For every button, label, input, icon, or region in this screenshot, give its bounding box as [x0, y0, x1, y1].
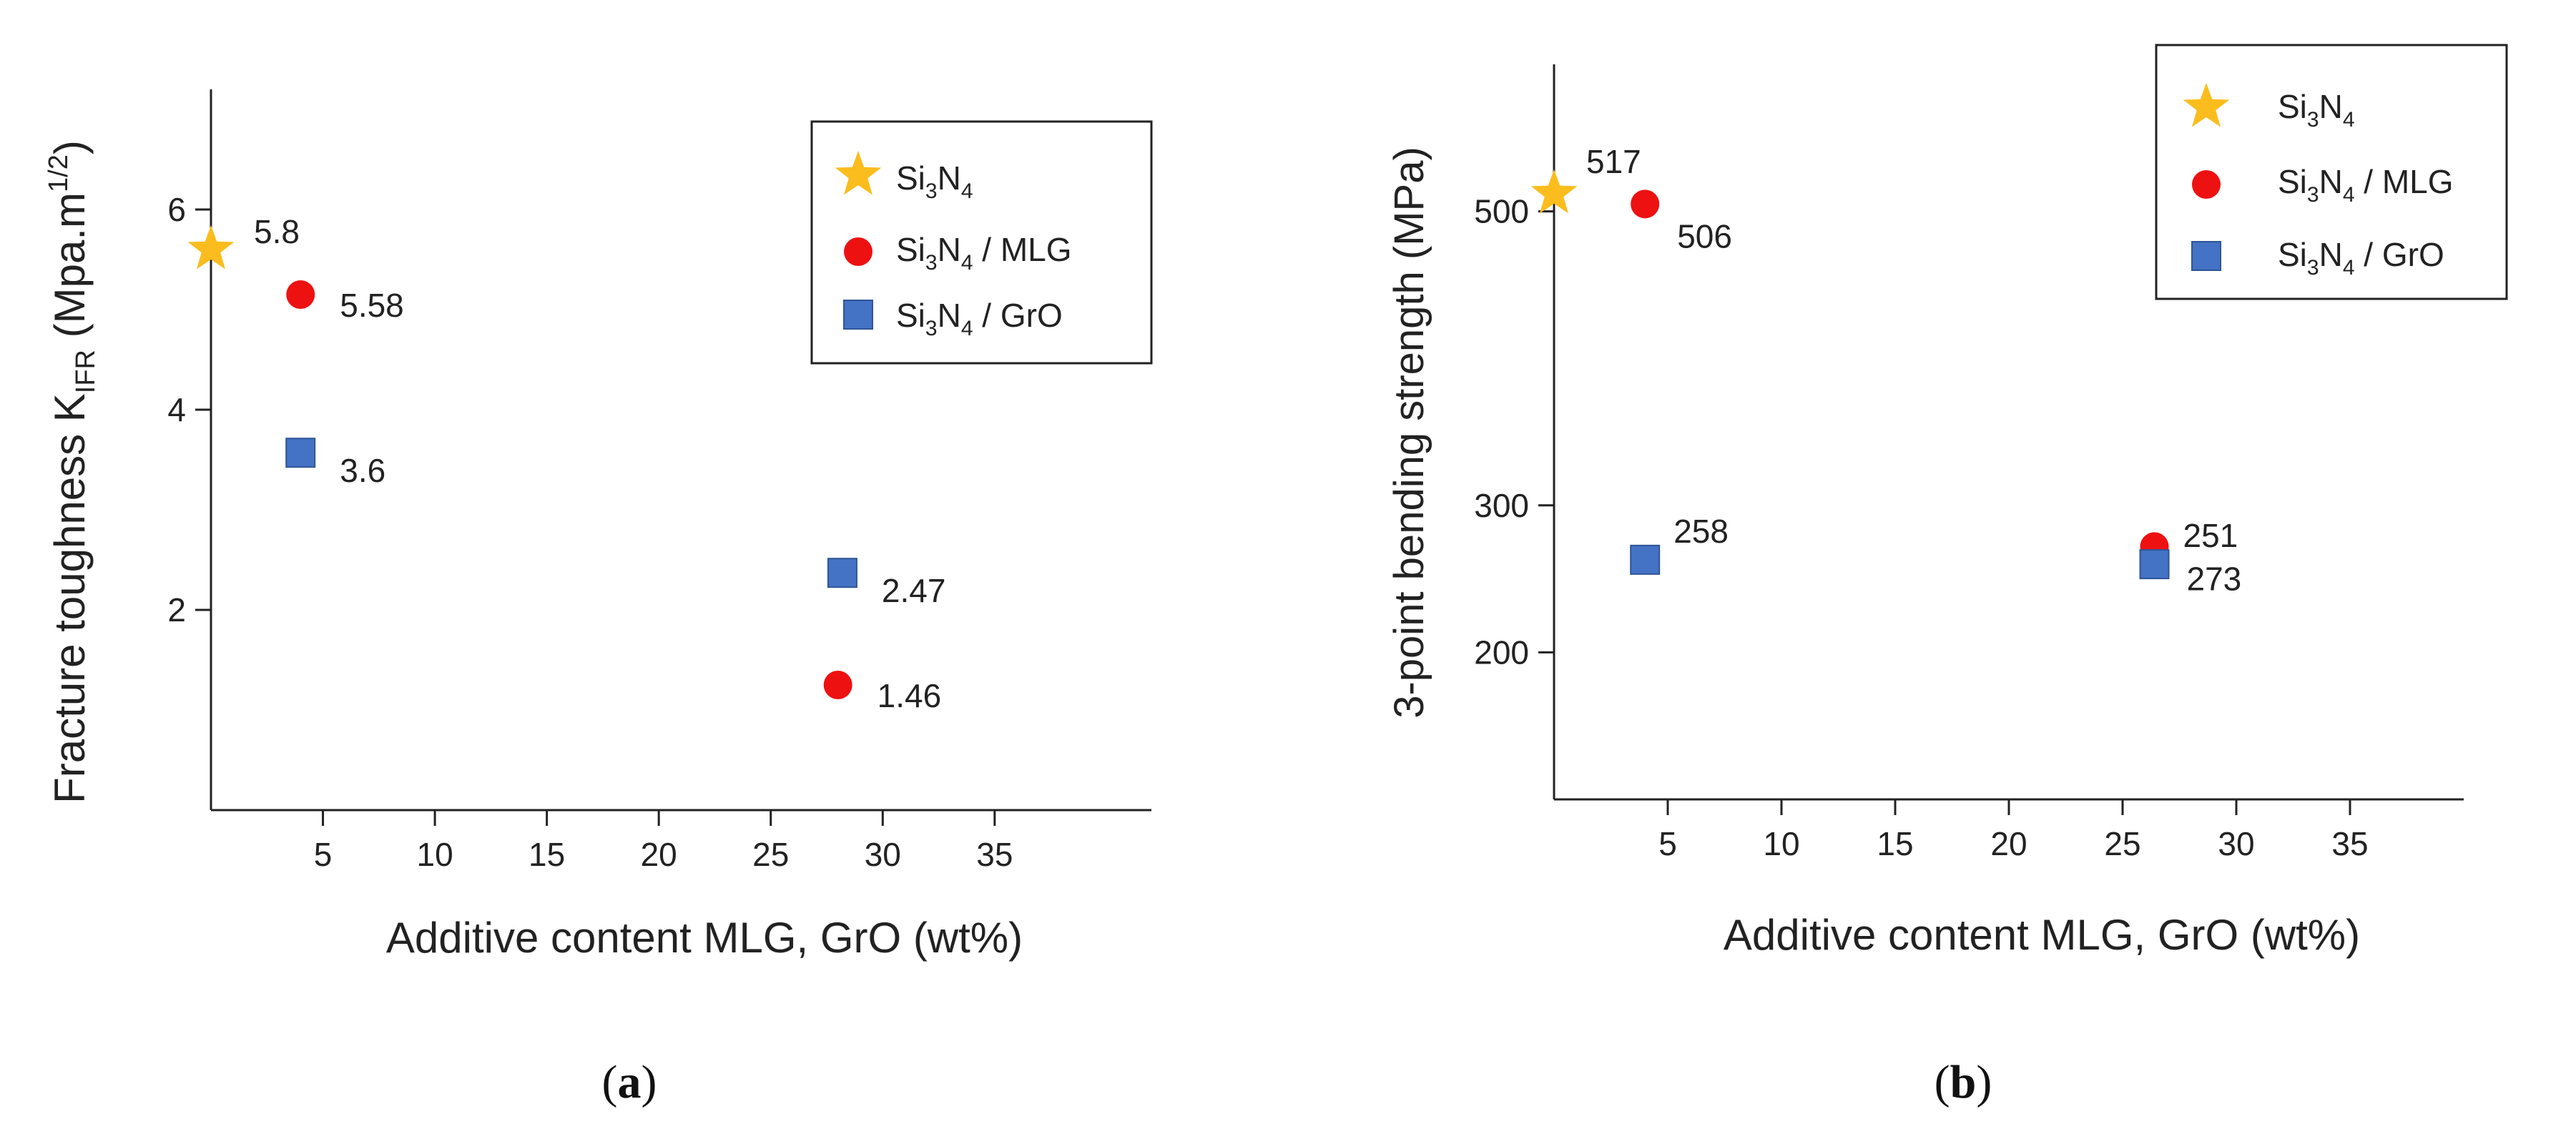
data-point-square — [827, 558, 857, 588]
chart-marks-a: 5.8 5.58 1.46 3.6 2.47 — [187, 213, 946, 714]
caption-b: (b) — [1935, 1056, 1992, 1108]
data-point-star — [187, 225, 235, 270]
x-axis-title-a: Additive content MLG, GrO (wt%) — [386, 914, 1023, 962]
x-tick-label: 15 — [529, 836, 565, 873]
data-label: 2.47 — [882, 572, 946, 609]
y-tick-label: 300 — [1474, 487, 1529, 524]
x-tick-label: 20 — [1990, 825, 2027, 862]
data-label: 251 — [2183, 517, 2238, 554]
y-tick-label: 200 — [1474, 633, 1529, 671]
legend-star-icon — [835, 151, 882, 195]
caption-a: (a) — [602, 1056, 657, 1108]
x-tick-label: 25 — [2104, 825, 2140, 862]
x-tick-label: 35 — [2331, 825, 2368, 862]
x-tick-label: 15 — [1877, 825, 1913, 862]
data-point-star — [1530, 169, 1578, 214]
x-tick-label: 10 — [417, 836, 453, 873]
legend-a: Si3N4 Si3N4 / MLG Si3N4 / GrO — [810, 120, 1153, 365]
x-tick-label: 5 — [314, 836, 333, 873]
legend-label-gro: Si3N4 / GrO — [2278, 236, 2444, 280]
y-axis-title-b: 3-point bending strength (MPa) — [1386, 147, 1432, 719]
x-tick-label: 35 — [976, 836, 1013, 873]
legend-label-gro: Si3N4 / GrO — [896, 297, 1063, 340]
data-label: 3.6 — [340, 452, 385, 489]
legend-label-si3n4: Si3N4 — [896, 159, 973, 203]
legend-label-si3n4: Si3N4 — [2278, 88, 2355, 132]
y-ticks-b: 200 300 500 — [1474, 193, 1554, 671]
legend-square-icon — [2191, 241, 2221, 271]
chart-panel-a: 5 10 15 20 25 30 35 2 4 6 5.8 5.58 1.46 3.6 2.47 Add… — [44, 89, 1153, 1108]
data-point-circle — [286, 280, 315, 309]
legend-label-mlg: Si3N4 / MLG — [896, 231, 1072, 275]
legend-b: Si3N4 Si3N4 / MLG Si3N4 / GrO — [2155, 44, 2508, 300]
y-tick-label: 2 — [167, 591, 186, 628]
x-axis-title-b: Additive content MLG, GrO (wt%) — [1724, 911, 2360, 959]
data-label: 273 — [2187, 560, 2242, 597]
data-label: 5.58 — [340, 287, 404, 324]
x-tick-label: 5 — [1658, 825, 1677, 862]
legend-star-icon — [2183, 83, 2230, 127]
x-tick-label: 30 — [2218, 825, 2254, 862]
data-point-square — [285, 438, 316, 468]
x-tick-label: 30 — [865, 836, 901, 873]
data-label: 517 — [1586, 143, 1641, 180]
data-label: 5.8 — [254, 213, 300, 250]
legend-square-icon — [843, 300, 873, 330]
data-label: 506 — [1677, 217, 1732, 255]
data-point-circle — [1631, 189, 1660, 219]
y-tick-label: 500 — [1474, 193, 1529, 230]
x-ticks-a: 5 10 15 20 25 30 35 — [314, 810, 1013, 873]
legend-circle-icon — [844, 237, 872, 266]
y-ticks-a: 2 4 6 — [167, 191, 211, 628]
y-axis-title-a: Fracture toughness KIFR (Mpa.m1/2) — [44, 140, 101, 804]
data-point-square — [1630, 544, 1661, 575]
x-tick-label: 10 — [1763, 825, 1799, 862]
data-label: 258 — [1673, 513, 1729, 550]
data-point-circle — [823, 671, 852, 699]
legend-circle-icon — [2192, 170, 2221, 199]
legend-label-mlg: Si3N4 / MLG — [2278, 163, 2454, 207]
y-tick-label: 6 — [167, 191, 186, 228]
data-label: 1.46 — [877, 677, 942, 714]
x-tick-label: 25 — [752, 836, 789, 873]
data-point-square — [2139, 549, 2170, 580]
x-ticks-b: 5 10 15 20 25 30 35 — [1658, 799, 2369, 862]
y-tick-label: 4 — [167, 391, 186, 428]
chart-marks-b: 517 506 273 258 251 — [1530, 143, 2242, 597]
x-tick-label: 20 — [641, 836, 677, 873]
